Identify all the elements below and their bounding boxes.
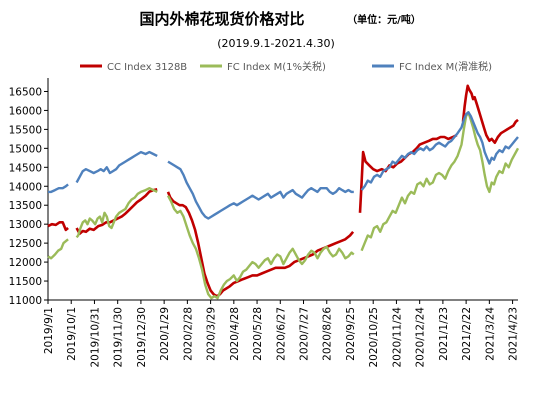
- y-tick-label: 11000: [9, 295, 42, 307]
- y-axis: 11000 11500 12000 12500 13000 13500 14000 14500…: [9, 78, 49, 307]
- x-tick-label: 2019/10/1: [66, 307, 78, 361]
- x-tick-label: 2020/4/28: [229, 307, 241, 361]
- x-tick-label: 2020/1/29: [159, 307, 171, 361]
- x-tick-label: 2020/3/29: [206, 307, 218, 361]
- chart-title-unit: （单位：元/吨）: [347, 13, 421, 26]
- x-tick-label: 2021/1/23: [438, 307, 450, 361]
- chart-subtitle: (2019.9.1-2021.4.30): [217, 37, 335, 50]
- y-tick-label: 11500: [9, 276, 42, 288]
- series-segment: [461, 84, 519, 144]
- x-tick-label: 2020/8/26: [322, 307, 334, 361]
- y-tick-label: 13000: [9, 219, 42, 231]
- x-axis: 2019/9/1 2019/10/1 2019/10/31 2019/11/30 201…: [43, 299, 520, 368]
- y-tick-label: 12000: [9, 257, 42, 269]
- y-tick-label: 14500: [9, 162, 42, 174]
- x-tick-label: 2020/12/24: [415, 307, 427, 368]
- x-tick-label: 2020/2/28: [182, 307, 194, 361]
- y-tick-label: 15500: [9, 124, 42, 136]
- x-tick-label: 2020/11/24: [391, 307, 403, 368]
- y-tick-label: 16500: [9, 86, 42, 98]
- y-tick-label: 14000: [9, 181, 42, 193]
- x-tick-label: 2021/2/22: [461, 307, 473, 361]
- x-tick-label: 2021/4/23: [508, 307, 520, 361]
- y-tick-label: 12500: [9, 238, 42, 250]
- series-segment: [167, 160, 354, 220]
- x-tick-label: 2019/12/30: [136, 307, 148, 368]
- legend: CC Index 3128B FC Index M(1%关税) FC Index M…: [80, 60, 492, 73]
- series-segment: [75, 186, 158, 239]
- series-segment: [47, 221, 69, 232]
- legend-label: FC Index M(1%关税): [227, 60, 326, 73]
- x-tick-label: 2019/10/31: [89, 307, 101, 368]
- x-tick-label: 2019/11/30: [113, 307, 125, 368]
- x-tick-label: 2020/9/25: [345, 307, 357, 361]
- x-tick-label: 2020/7/27: [299, 307, 311, 361]
- y-tick-label: 15000: [9, 143, 42, 155]
- series-line: [48, 111, 519, 220]
- series-segment: [166, 191, 355, 298]
- series-segment: [48, 183, 69, 194]
- series-segment: [360, 111, 519, 191]
- x-tick-label: 2019/9/1: [43, 307, 55, 354]
- plot-lines: [47, 84, 520, 300]
- series-line: [47, 111, 520, 300]
- chart-title: 国内外棉花现货价格对比: [139, 10, 304, 28]
- series-segment: [47, 238, 69, 260]
- x-tick-label: 2020/10/25: [368, 307, 380, 368]
- series-segment: [75, 188, 158, 235]
- series-segment: [360, 111, 520, 252]
- series-segment: [75, 150, 158, 184]
- y-tick-label: 16000: [9, 105, 42, 117]
- x-tick-label: 2020/6/27: [275, 307, 287, 361]
- legend-label: FC Index M(滑准税): [399, 60, 492, 73]
- x-tick-label: 2020/5/28: [252, 307, 264, 361]
- legend-label: CC Index 3128B: [107, 62, 187, 73]
- y-tick-label: 13500: [9, 200, 42, 212]
- series-segment: [166, 195, 355, 300]
- x-tick-label: 2021/3/24: [484, 307, 496, 361]
